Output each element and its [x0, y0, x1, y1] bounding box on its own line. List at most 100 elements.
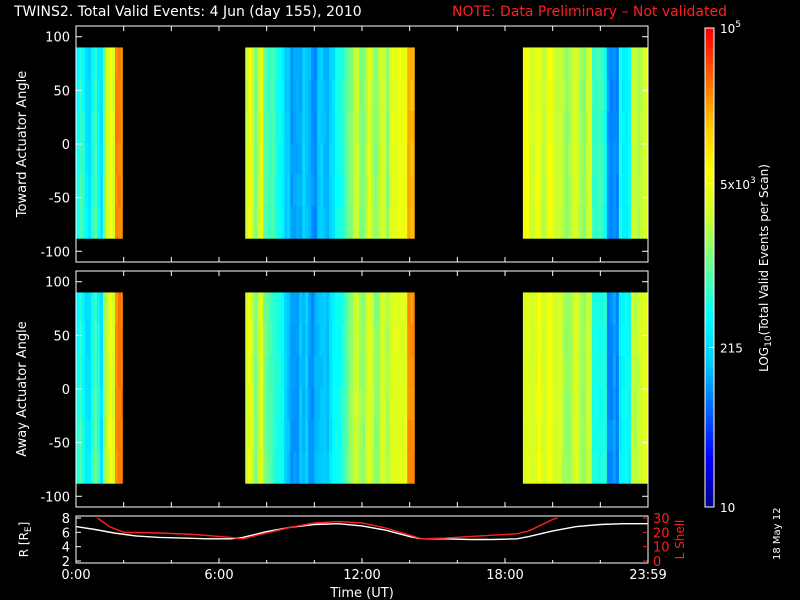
heatmap-cell — [329, 142, 333, 176]
colorbar-swatch — [705, 267, 714, 272]
heatmap-cell — [377, 292, 381, 325]
heatmap-cell — [552, 387, 557, 421]
heatmap-cell — [248, 142, 252, 176]
heatmap-cell — [296, 47, 300, 80]
heatmap-cell — [528, 324, 533, 357]
heatmap-cell — [353, 356, 357, 389]
heatmap-cell — [100, 451, 104, 484]
heatmap-cell — [537, 142, 542, 176]
colorbar-swatch — [705, 163, 714, 169]
heatmap-cell — [552, 174, 557, 207]
heatmap-cell — [585, 292, 590, 325]
heatmap-cell — [356, 387, 360, 421]
heatmap-cell — [561, 47, 566, 80]
heatmap-cell — [371, 142, 375, 176]
heatmap-cell — [645, 324, 649, 357]
heatmap-cell — [525, 206, 530, 239]
heatmap-cell — [404, 451, 408, 484]
heatmap-cell — [266, 292, 270, 325]
heatmap-cell — [365, 419, 369, 452]
heatmap-cell — [323, 142, 327, 176]
heatmap-cell — [338, 47, 342, 80]
heatmap-cell — [347, 419, 351, 452]
heatmap-cell — [308, 292, 312, 325]
heatmap-cell — [618, 111, 623, 144]
heatmap-cell — [353, 451, 357, 484]
heatmap-cell — [284, 142, 288, 176]
heatmap-cell — [603, 451, 608, 484]
heatmap-cell — [287, 142, 291, 176]
heatmap-cell — [121, 111, 123, 144]
heatmap-cell — [94, 292, 98, 325]
heatmap-cell — [564, 356, 569, 389]
colorbar-swatch — [705, 28, 714, 33]
heatmap-cell — [389, 324, 393, 357]
heatmap-cell — [347, 142, 351, 176]
heatmap-cell — [305, 79, 309, 112]
heatmap-cell — [404, 174, 408, 207]
heatmap-cell — [398, 142, 402, 176]
heatmap-cell — [257, 206, 261, 239]
heatmap-cell — [525, 451, 530, 484]
heatmap-cell — [281, 451, 285, 484]
heatmap-cell — [82, 419, 86, 452]
data-block-1 — [245, 47, 415, 239]
heatmap-cell — [121, 142, 123, 176]
heatmap-cell — [380, 206, 384, 239]
colorbar-swatch — [705, 411, 714, 416]
heatmap-cell — [624, 292, 629, 325]
colorbar-swatch — [705, 207, 714, 213]
heatmap-cell — [552, 292, 557, 325]
heatmap-cell — [335, 419, 339, 452]
heatmap-cell — [290, 387, 294, 421]
heatmap-cell — [549, 387, 554, 421]
heatmap-cell — [609, 356, 614, 389]
heatmap-cell — [600, 206, 605, 239]
heatmap-cell — [371, 356, 375, 389]
heatmap-cell — [543, 356, 548, 389]
heatmap-cell — [275, 111, 279, 144]
heatmap-cell — [594, 142, 599, 176]
heatmap-cell — [546, 206, 551, 239]
heatmap-cell — [576, 142, 581, 176]
heatmap-cell — [386, 142, 390, 176]
heatmap-cell — [317, 387, 321, 421]
colorbar-swatch — [705, 299, 714, 304]
colorbar-swatch — [705, 463, 714, 468]
heatmap-cell — [115, 174, 119, 207]
heatmap-cell — [386, 79, 390, 112]
heatmap-cell — [564, 111, 569, 144]
heatmap-cell — [395, 387, 399, 421]
heatmap-cell — [552, 419, 557, 452]
heatmap-cell — [314, 111, 318, 144]
heatmap-cell — [311, 356, 315, 389]
heatmap-cell — [103, 206, 107, 239]
heatmap-cell — [359, 451, 363, 484]
x-tick-label: 18:00 — [486, 568, 523, 583]
heatmap-cell — [275, 356, 279, 389]
heatmap-cell — [543, 174, 548, 207]
heatmap-cell — [290, 451, 294, 484]
colorbar-swatch — [705, 203, 714, 209]
heatmap-cell — [91, 451, 95, 484]
heatmap-cell — [356, 292, 360, 325]
heatmap-cell — [413, 47, 415, 80]
heatmap-cell — [332, 324, 336, 357]
heatmap-cell — [522, 387, 527, 421]
heatmap-cell — [395, 451, 399, 484]
heatmap-cell — [278, 451, 282, 484]
heatmap-cell — [603, 419, 608, 452]
heatmap-cell — [326, 79, 330, 112]
heatmap-cell — [263, 206, 267, 239]
heatmap-cell — [543, 206, 548, 239]
heatmap-cell — [365, 356, 369, 389]
heatmap-cell — [109, 47, 113, 80]
heatmap-cell — [269, 47, 273, 80]
colorbar-swatch — [705, 371, 714, 376]
heatmap-cell — [320, 292, 324, 325]
heatmap-cell — [320, 142, 324, 176]
heatmap-cell — [254, 79, 258, 112]
heatmap-cell — [558, 111, 563, 144]
heatmap-cell — [314, 47, 318, 80]
y-tick-label: -50 — [49, 437, 70, 452]
